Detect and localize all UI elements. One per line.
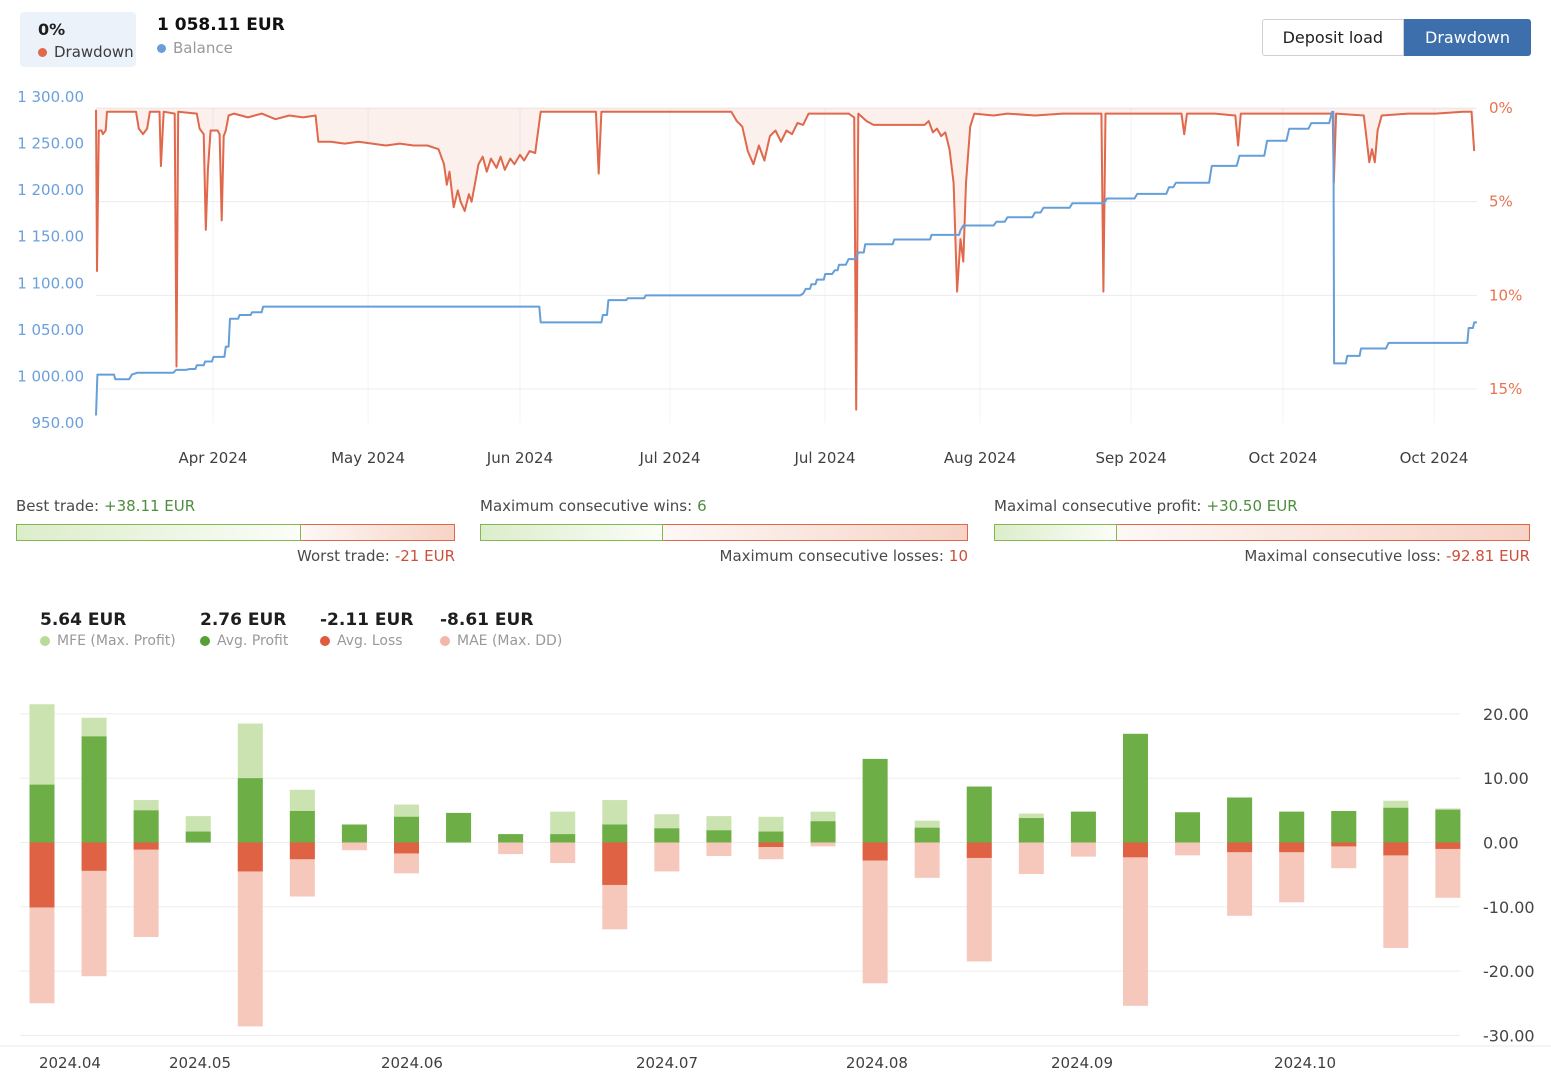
svg-text:0%: 0%: [1489, 99, 1513, 117]
balance-series-line: [95, 110, 1477, 416]
svg-text:Jul 2024: Jul 2024: [794, 449, 856, 467]
max-consecutive-losses-value: 10: [948, 547, 968, 565]
mae-legend-item[interactable]: -8.61 EUR MAE (Max. DD): [440, 610, 562, 649]
drawdown-legend-label: Drawdown: [54, 43, 134, 61]
svg-text:950.00: 950.00: [32, 414, 85, 432]
top-chart-axes: 1 300.00 1 250.00 1 200.00 1 150.00 1 100.00…: [17, 88, 1522, 467]
svg-text:2024.10: 2024.10: [1274, 1054, 1336, 1072]
svg-text:20.00: 20.00: [1483, 705, 1529, 724]
bar-series: [29, 704, 1461, 1027]
chart-mode-switch: Deposit load Drawdown: [1261, 19, 1531, 56]
mae-value: -8.61 EUR: [440, 610, 534, 630]
svg-text:-10.00: -10.00: [1483, 898, 1535, 917]
svg-text:1 100.00: 1 100.00: [17, 274, 84, 292]
consecutive-profit-loss-bar: [994, 524, 1530, 541]
avg-loss-dot-icon: [320, 636, 330, 646]
max-consecutive-profit-label: Maximal consecutive profit:: [994, 497, 1202, 515]
drawdown-series-line: [95, 109, 1476, 411]
svg-text:2024.04: 2024.04: [39, 1054, 101, 1072]
svg-text:0.00: 0.00: [1483, 834, 1519, 853]
best-worst-trade-bar: [16, 524, 455, 541]
drawdown-area-fill: [96, 108, 1475, 410]
drawdown-button[interactable]: Drawdown: [1404, 19, 1531, 56]
mae-dot-icon: [440, 636, 450, 646]
consecutive-wins-bar-segment: [480, 524, 663, 541]
consecutive-wins-losses-stat: Maximum consecutive wins: 6 Maximum conse…: [480, 497, 968, 565]
mfe-mae-bar-chart[interactable]: 20.00 10.00 0.00 -10.00 -20.00 -30.00 2024.04 2…: [0, 690, 1551, 1079]
consecutive-profit-loss-stat: Maximal consecutive profit: +30.50 EUR Ma…: [994, 497, 1530, 565]
svg-text:5%: 5%: [1489, 193, 1513, 211]
max-consecutive-loss-label: Maximal consecutive loss:: [1244, 547, 1441, 565]
svg-text:2024.08: 2024.08: [846, 1054, 908, 1072]
bottom-chart-grid: [0, 713, 1551, 1047]
mfe-dot-icon: [40, 636, 50, 646]
consecutive-wins-losses-bar: [480, 524, 968, 541]
drawdown-dot-icon: [38, 47, 47, 57]
svg-text:Jun 2024: Jun 2024: [486, 449, 553, 467]
avg-profit-dot-icon: [200, 636, 210, 646]
consecutive-losses-bar-segment: [663, 524, 968, 541]
svg-text:Apr 2024: Apr 2024: [179, 449, 248, 467]
mae-label: MAE (Max. DD): [457, 633, 563, 649]
svg-text:1 200.00: 1 200.00: [17, 181, 84, 199]
svg-text:2024.07: 2024.07: [636, 1054, 698, 1072]
balance-value: 1 058.11 EUR: [157, 15, 285, 35]
balance-drawdown-chart[interactable]: 1 300.00 1 250.00 1 200.00 1 150.00 1 100.00…: [0, 85, 1551, 470]
worst-trade-bar-segment: [301, 524, 455, 541]
best-worst-trade-stat: Best trade: +38.11 EUR Worst trade: -21 EU…: [16, 497, 455, 565]
consecutive-profit-bar-segment: [994, 524, 1118, 541]
max-consecutive-loss-value: -92.81 EUR: [1445, 547, 1530, 565]
max-consecutive-wins-label: Maximum consecutive wins:: [480, 497, 693, 515]
balance-dot-icon: [157, 43, 166, 53]
svg-text:-30.00: -30.00: [1483, 1026, 1535, 1045]
worst-trade-value: -21 EUR: [394, 547, 455, 565]
svg-text:1 300.00: 1 300.00: [17, 88, 84, 106]
svg-text:1 050.00: 1 050.00: [17, 321, 84, 339]
drawdown-legend[interactable]: 0% Drawdown: [20, 12, 136, 67]
avg-profit-value: 2.76 EUR: [200, 610, 287, 630]
best-trade-value: +38.11 EUR: [104, 497, 196, 515]
svg-text:10%: 10%: [1489, 286, 1522, 304]
svg-text:1 250.00: 1 250.00: [17, 135, 84, 153]
svg-text:10.00: 10.00: [1483, 769, 1529, 788]
svg-text:-20.00: -20.00: [1483, 962, 1535, 981]
svg-text:Jul 2024: Jul 2024: [639, 449, 701, 467]
max-consecutive-losses-label: Maximum consecutive losses:: [719, 547, 944, 565]
drawdown-percent-value: 0%: [38, 20, 66, 39]
best-trade-bar-segment: [16, 524, 302, 541]
svg-text:1 000.00: 1 000.00: [17, 367, 84, 385]
deposit-load-button[interactable]: Deposit load: [1261, 19, 1405, 56]
mfe-label: MFE (Max. Profit): [57, 633, 176, 649]
balance-legend[interactable]: 1 058.11 EUR Balance: [157, 16, 285, 57]
svg-text:2024.05: 2024.05: [169, 1054, 231, 1072]
max-consecutive-profit-value: +30.50 EUR: [1206, 497, 1298, 515]
svg-text:Aug 2024: Aug 2024: [944, 449, 1016, 467]
top-chart-grid: [96, 107, 1477, 423]
avg-loss-label: Avg. Loss: [337, 633, 403, 649]
bottom-chart-axes: 20.00 10.00 0.00 -10.00 -20.00 -30.00 2024.04 2…: [39, 705, 1535, 1072]
svg-text:Oct 2024: Oct 2024: [1249, 449, 1318, 467]
worst-trade-label: Worst trade:: [297, 547, 390, 565]
svg-text:May 2024: May 2024: [331, 449, 405, 467]
mfe-legend-item[interactable]: 5.64 EUR MFE (Max. Profit): [40, 610, 176, 649]
mfe-value: 5.64 EUR: [40, 610, 127, 630]
svg-text:Sep 2024: Sep 2024: [1095, 449, 1166, 467]
avg-profit-label: Avg. Profit: [217, 633, 289, 649]
svg-text:2024.09: 2024.09: [1051, 1054, 1113, 1072]
svg-text:Oct 2024: Oct 2024: [1400, 449, 1469, 467]
max-consecutive-wins-value: 6: [697, 497, 707, 515]
avg-loss-legend-item[interactable]: -2.11 EUR Avg. Loss: [320, 610, 413, 649]
best-trade-label: Best trade:: [16, 497, 100, 515]
svg-text:2024.06: 2024.06: [381, 1054, 443, 1072]
avg-profit-legend-item[interactable]: 2.76 EUR Avg. Profit: [200, 610, 288, 649]
avg-loss-value: -2.11 EUR: [320, 610, 414, 630]
svg-text:15%: 15%: [1489, 380, 1522, 398]
consecutive-loss-bar-segment: [1117, 524, 1530, 541]
balance-legend-label: Balance: [173, 39, 233, 57]
svg-text:1 150.00: 1 150.00: [17, 228, 84, 246]
